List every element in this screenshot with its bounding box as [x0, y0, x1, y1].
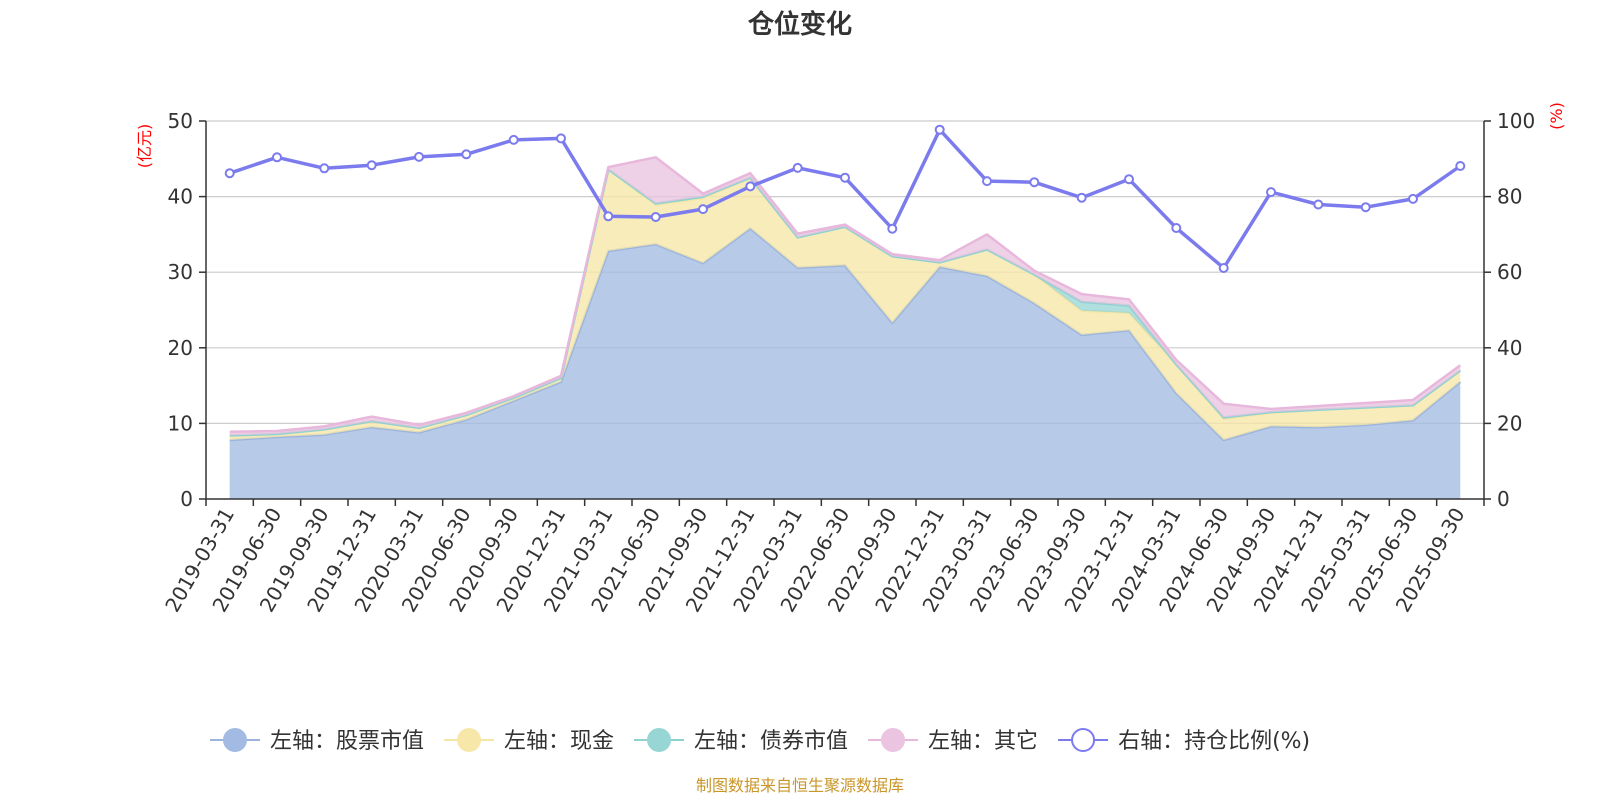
left-y-tick-label: 20 [168, 336, 193, 360]
position-ratio-point [745, 181, 756, 192]
position-ratio-point [840, 172, 850, 183]
right-y-tick-label: 100 [1497, 109, 1535, 133]
position-ratio-point [556, 133, 566, 144]
legend-label: 左轴：债券市值 [694, 729, 848, 754]
position-ratio-point [887, 223, 898, 234]
stacked-areas [229, 156, 1462, 499]
position-ratio-point [1218, 263, 1229, 273]
position-ratio-point [1029, 177, 1040, 188]
left-y-tick-label: 50 [168, 109, 193, 133]
position-ratio-point [319, 163, 330, 174]
left-y-tick-label: 0 [180, 487, 193, 511]
position-ratio-point [1171, 223, 1182, 233]
data-source-note: 制图数据来自恒生聚源数据库 [696, 776, 904, 795]
position-ratio-point [1076, 192, 1087, 203]
position-ratio-point [508, 134, 519, 145]
legend-item: 左轴：股票市值 [210, 728, 424, 754]
position-ratio-point [1455, 161, 1466, 171]
position-ratio-point [272, 152, 282, 163]
area-series-1 [229, 228, 1461, 499]
position-ratio-point [224, 168, 235, 179]
position-ratio-point [603, 211, 614, 222]
legend-swatch [647, 728, 672, 752]
left-y-tick-label: 30 [168, 260, 193, 284]
area-series-2 [229, 169, 1461, 440]
position-ratio-point [934, 124, 945, 135]
legend-item: 左轴：债券市值 [634, 728, 848, 754]
legend-item: 左轴：其它 [868, 728, 1038, 754]
area-series-4 [229, 157, 1461, 436]
position-ratio-point [650, 212, 661, 222]
legend-swatch [457, 728, 482, 752]
area-series-4-edge [229, 156, 1462, 433]
legend-item: 左轴：现金 [444, 728, 614, 754]
position-ratio-point [792, 162, 803, 173]
legend-marker [1071, 728, 1096, 752]
left-y-tick-label: 40 [168, 185, 193, 209]
legend-swatch [881, 728, 906, 752]
legend: 左轴：股票市值 左轴：现金 左轴：债券市值 左轴：其它 右轴：持仓比例(%) [210, 728, 1310, 754]
legend-label: 左轴：股票市值 [270, 729, 424, 754]
position-ratio-point [1266, 187, 1276, 198]
left-axis-label: (亿元) [135, 124, 154, 169]
left-y-tick-label: 10 [168, 411, 193, 435]
right-y-tick-label: 20 [1497, 411, 1522, 435]
position-ratio-point [1360, 202, 1371, 213]
position-ratio-point [366, 160, 377, 171]
right-y-tick-label: 40 [1497, 336, 1522, 360]
right-y-tick-label: 0 [1497, 487, 1510, 511]
legend-label: 左轴：其它 [928, 729, 1038, 754]
right-axis-label: (%) [1547, 102, 1566, 130]
position-ratio-point [698, 204, 708, 215]
legend-label: 左轴：现金 [504, 729, 614, 754]
position-ratio-point [982, 176, 992, 187]
chart-title: 仓位变化 [747, 9, 852, 40]
position-ratio-point [1124, 174, 1134, 185]
position-ratio-point [1408, 193, 1418, 204]
legend-swatch [223, 728, 247, 752]
legend-item: 右轴：持仓比例(%) [1058, 728, 1310, 754]
position-ratio-point [461, 149, 472, 160]
position-ratio-point [1313, 199, 1324, 210]
right-y-tick-label: 60 [1497, 260, 1522, 284]
position-ratio-point [414, 151, 424, 162]
position-ratio-line [224, 124, 1466, 273]
legend-label: 右轴：持仓比例(%) [1118, 729, 1310, 754]
right-y-tick-label: 80 [1497, 185, 1522, 209]
